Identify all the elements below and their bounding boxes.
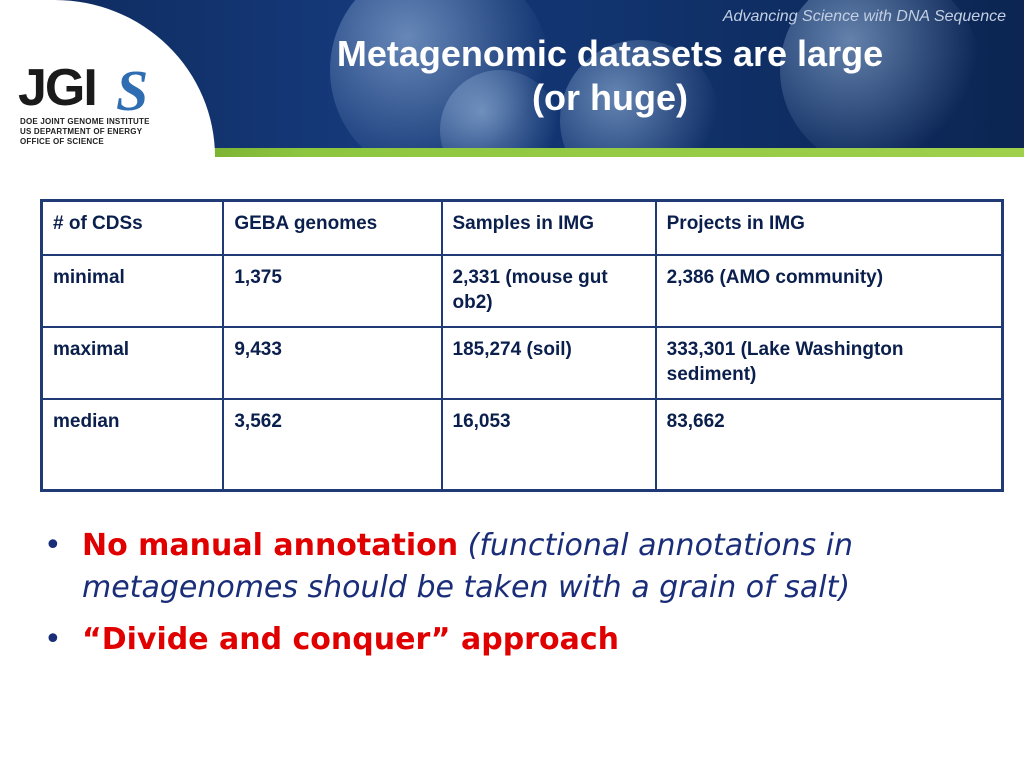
- table-cell: 83,662: [654, 398, 1004, 492]
- jgi-logo-s-mark: S: [116, 58, 149, 123]
- table-cell: maximal: [40, 326, 225, 400]
- bullet-list: • No manual annotation (functional annot…: [44, 525, 974, 671]
- dna-decoration: [780, 0, 980, 148]
- bullet-dot: •: [44, 528, 62, 563]
- table-cell: 3,562: [222, 398, 443, 492]
- bullet-item: • No manual annotation (functional annot…: [44, 525, 974, 609]
- table-cell: median: [40, 398, 225, 492]
- table-cell: minimal: [40, 254, 225, 328]
- bullet-item: • “Divide and conquer” approach: [44, 619, 974, 661]
- logo-sub-line: US DEPARTMENT OF ENERGY: [20, 127, 143, 136]
- dataset-size-table: # of CDSs GEBA genomes Samples in IMG Pr…: [40, 199, 1004, 492]
- slide-title-line: Metagenomic datasets are large: [336, 33, 884, 74]
- table-cell: 333,301 (Lake Washington sediment): [654, 326, 1004, 400]
- logo-subtitle: DOE JOINT GENOME INSTITUTE US DEPARTMENT…: [20, 117, 150, 147]
- bullet-emphasis: No manual annotation: [82, 528, 459, 563]
- table-header-row: # of CDSs GEBA genomes Samples in IMG Pr…: [40, 199, 1004, 256]
- bullet-note: (functional annotations in metagenomes s…: [82, 528, 854, 605]
- table-cell: 1,375: [222, 254, 443, 328]
- slide-title-line: (or huge): [532, 77, 688, 118]
- slide-title: Metagenomic datasets are large (or huge): [230, 32, 990, 120]
- table-cell: 16,053: [440, 398, 657, 492]
- table-header-cell: GEBA genomes: [222, 199, 443, 256]
- table-cell: 2,386 (AMO community): [654, 254, 1004, 328]
- table-cell: 9,433: [222, 326, 443, 400]
- table-header-cell: Samples in IMG: [440, 199, 657, 256]
- header-tagline: Advancing Science with DNA Sequence: [722, 8, 1006, 25]
- table-cell: 2,331 (mouse gut ob2): [440, 254, 657, 328]
- table-row: maximal 9,433 185,274 (soil) 333,301 (La…: [40, 326, 1004, 400]
- header-accent-stripe: [0, 148, 1024, 157]
- table-header-cell: Projects in IMG: [654, 199, 1004, 256]
- table-cell: 185,274 (soil): [440, 326, 657, 400]
- bullet-emphasis: “Divide and conquer” approach: [82, 622, 619, 657]
- jgi-logo: JGI: [18, 59, 98, 117]
- bullet-dot: •: [44, 622, 62, 657]
- table-row: median 3,562 16,053 83,662: [40, 398, 1004, 492]
- logo-sub-line: OFFICE OF SCIENCE: [20, 137, 104, 146]
- table-row: minimal 1,375 2,331 (mouse gut ob2) 2,38…: [40, 254, 1004, 328]
- table-header-cell: # of CDSs: [40, 199, 225, 256]
- logo-sub-line: DOE JOINT GENOME INSTITUTE: [20, 117, 150, 126]
